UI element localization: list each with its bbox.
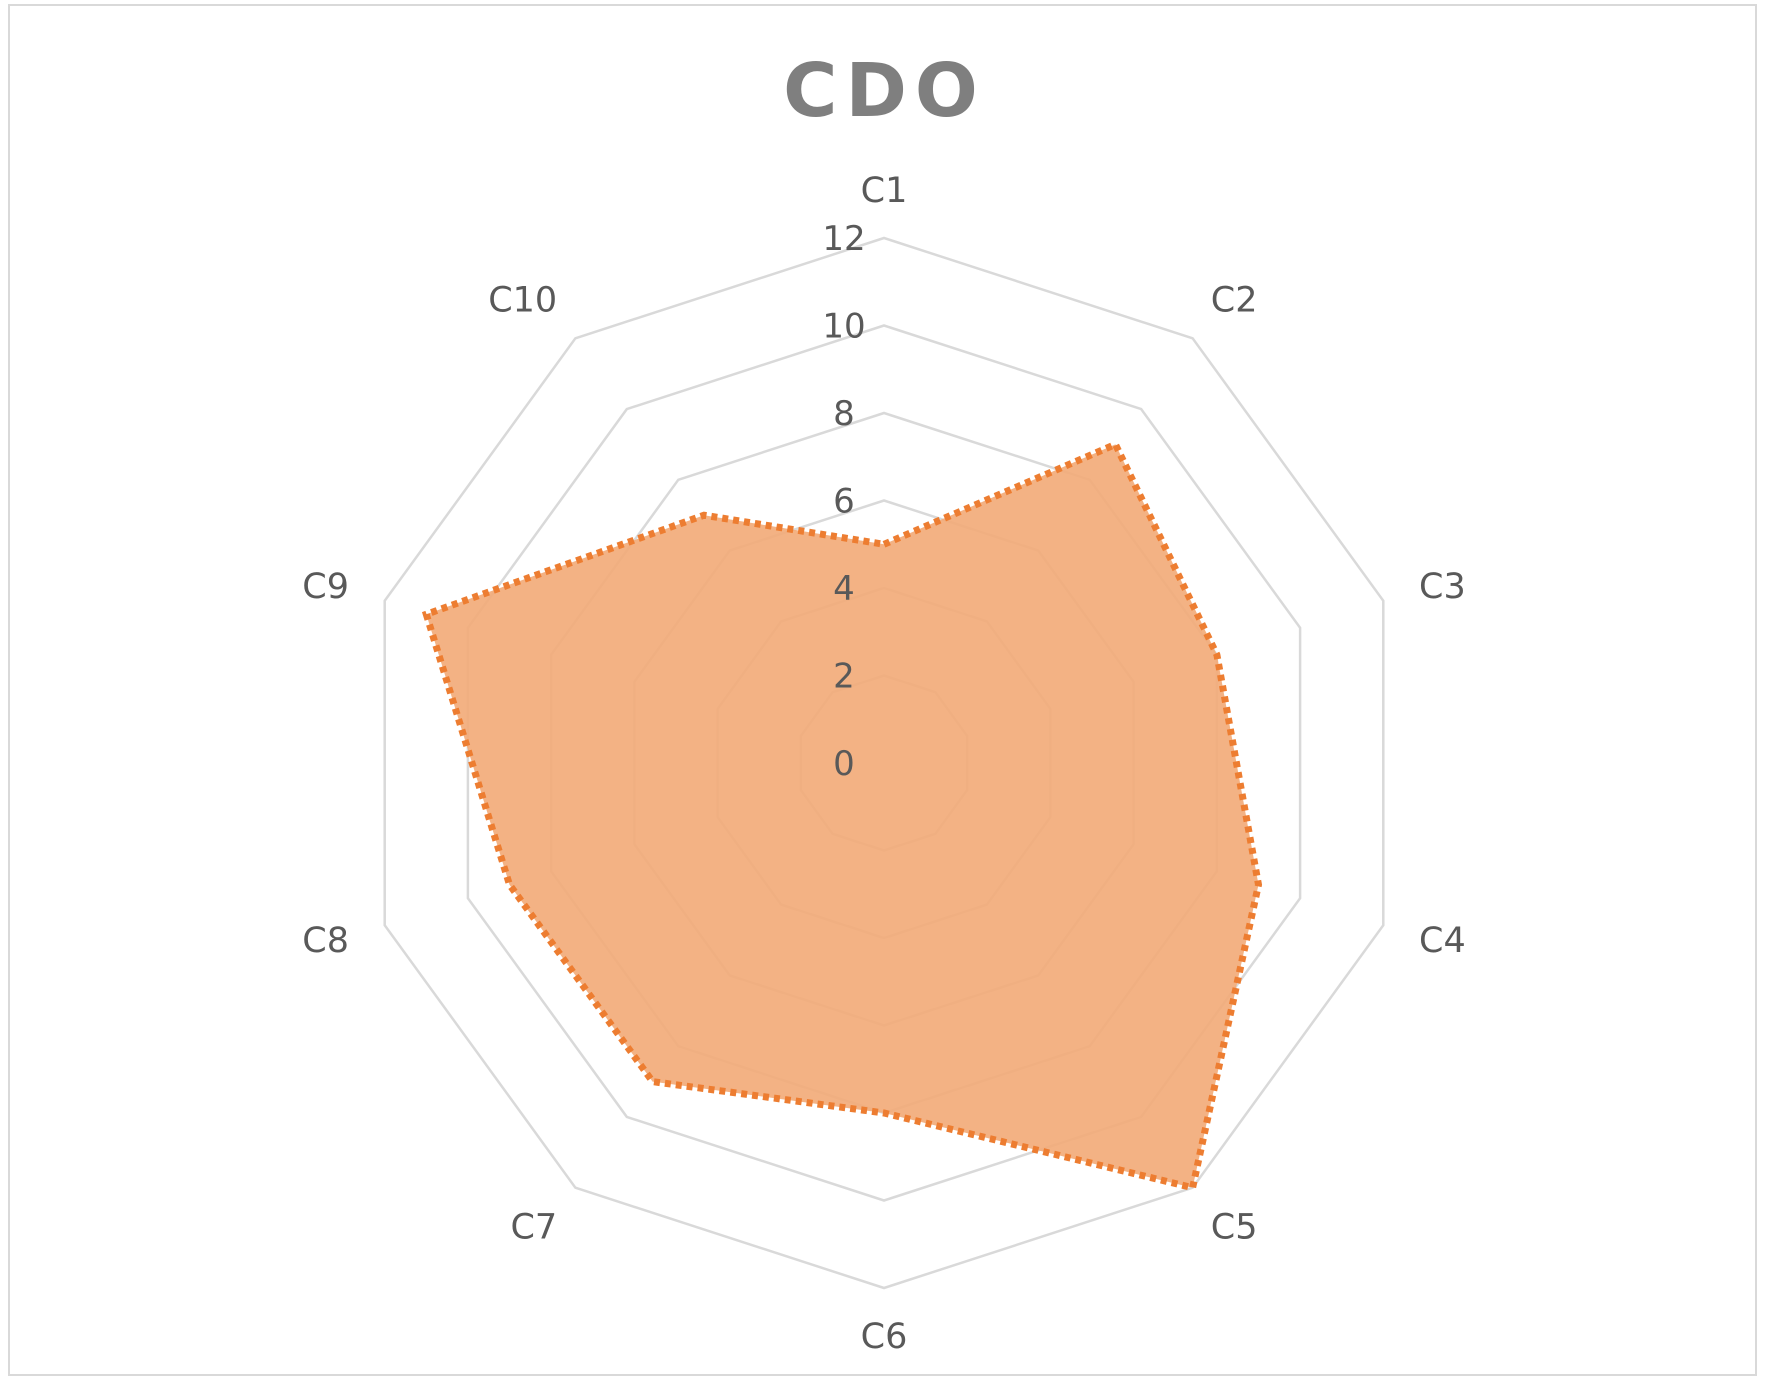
- tick-label-2: 2: [833, 657, 855, 697]
- tick-label-10: 10: [822, 307, 865, 347]
- category-label-C9: C9: [302, 567, 349, 607]
- tick-label-0: 0: [833, 744, 855, 784]
- series-area: [426, 444, 1259, 1188]
- category-label-C7: C7: [510, 1208, 557, 1248]
- tick-label-8: 8: [833, 394, 855, 434]
- series-layer: [421, 439, 1263, 1192]
- category-label-C8: C8: [302, 921, 349, 961]
- tick-label-6: 6: [833, 482, 855, 522]
- category-label-C10: C10: [488, 280, 557, 320]
- grid-ring-12: [383, 236, 1385, 1290]
- tick-label-4: 4: [833, 569, 855, 609]
- grid-ring-10: [466, 324, 1302, 1202]
- category-labels: C1 C2 C3 C4 C5 C6 C7 C8 C9 C10: [302, 171, 1465, 1357]
- tick-label-12: 12: [822, 219, 865, 259]
- category-label-C5: C5: [1211, 1208, 1258, 1248]
- category-label-C1: C1: [861, 171, 908, 211]
- chart-title: CDO: [783, 48, 986, 134]
- category-label-C4: C4: [1419, 921, 1466, 961]
- category-label-C6: C6: [861, 1317, 908, 1357]
- category-label-C3: C3: [1419, 567, 1466, 607]
- tick-labels: 0 2 4 6 8 10 12: [822, 219, 865, 784]
- category-label-C2: C2: [1211, 280, 1258, 320]
